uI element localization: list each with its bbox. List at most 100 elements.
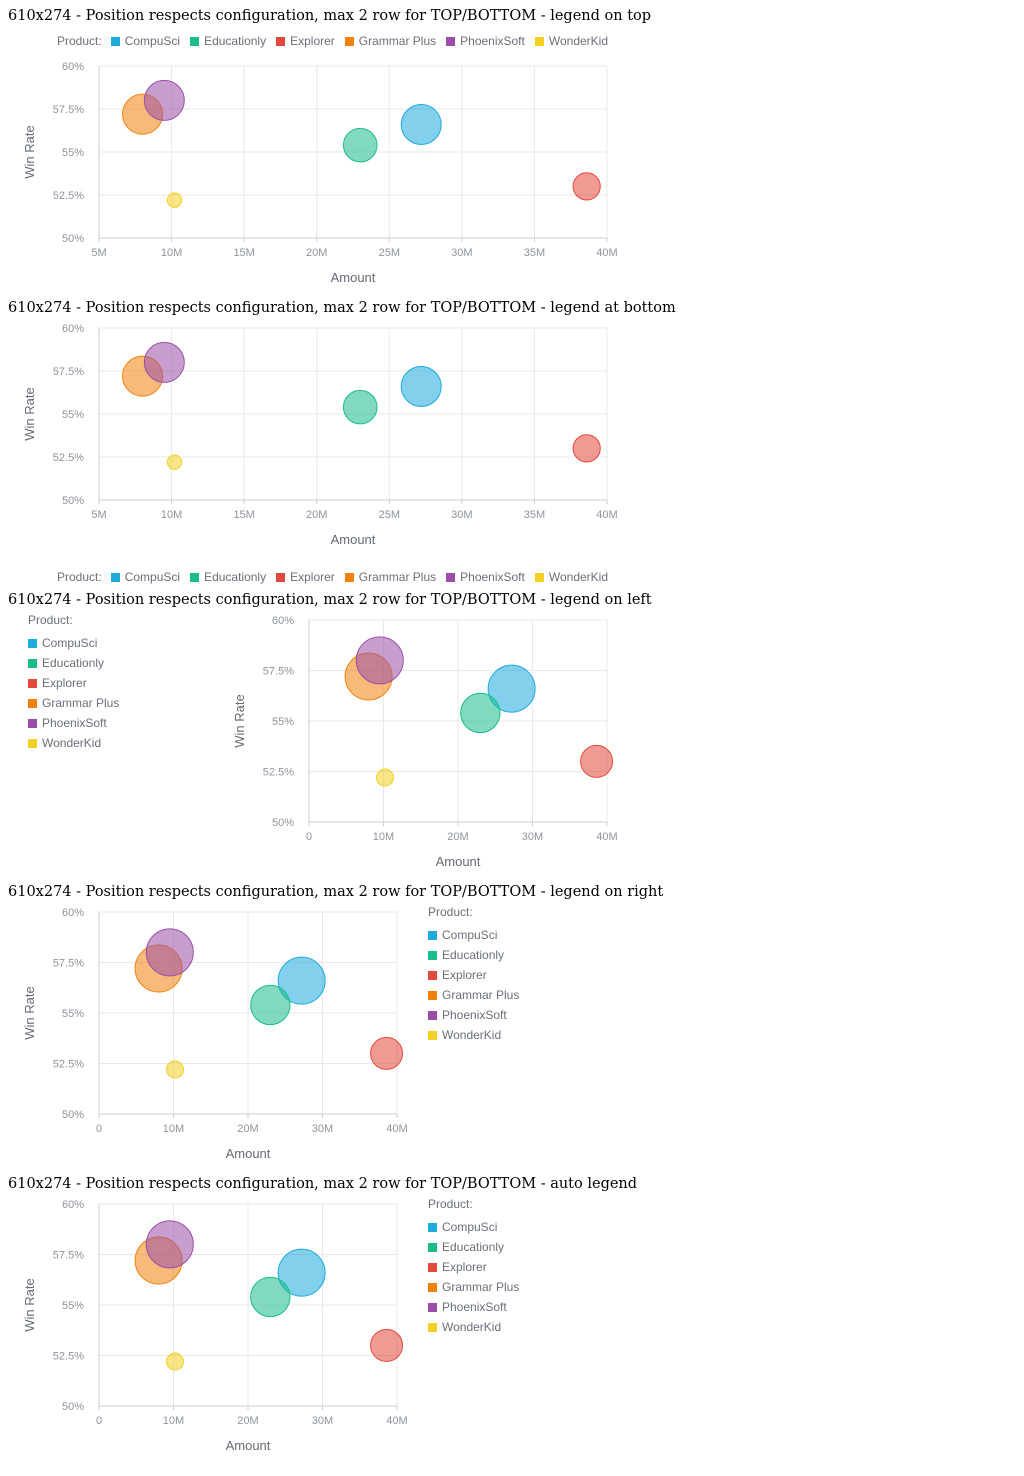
y-tick-label: 60% — [272, 615, 294, 627]
legend-swatch — [446, 572, 456, 582]
legend-item[interactable]: Explorer — [276, 570, 335, 584]
legend-label: Grammar Plus — [442, 988, 520, 1002]
section-title: 610x274 - Position respects configuratio… — [8, 8, 652, 24]
legend-swatch — [428, 970, 437, 980]
legend-item[interactable]: Educationly — [428, 945, 519, 965]
legend-swatch — [28, 638, 37, 648]
legend-swatch — [428, 1302, 437, 1312]
y-tick-label: 52.5% — [53, 190, 84, 202]
bubble-phoenixsoft[interactable] — [355, 636, 404, 685]
bubble-phoenixsoft[interactable] — [145, 928, 194, 977]
legend-item[interactable]: Explorer — [428, 1257, 519, 1277]
x-tick-label: 10M — [161, 247, 182, 259]
legend-item[interactable]: Educationly — [428, 1237, 519, 1257]
legend-item[interactable]: WonderKid — [534, 570, 609, 584]
legend-label: WonderKid — [548, 570, 609, 584]
legend-item[interactable]: Educationly — [190, 34, 266, 48]
bubble-phoenixsoft[interactable] — [145, 1220, 194, 1269]
legend-swatch — [534, 36, 544, 46]
bubble-explorer[interactable] — [370, 1036, 404, 1070]
bubble-wonderkid[interactable] — [166, 192, 183, 208]
legend-swatch — [110, 36, 120, 46]
legend-item[interactable]: PhoenixSoft — [446, 570, 525, 584]
legend-item[interactable]: PhoenixSoft — [428, 1005, 519, 1025]
y-tick-label: 52.5% — [53, 1351, 84, 1363]
legend-item[interactable]: Grammar Plus — [344, 34, 436, 48]
legend-label: Explorer — [290, 34, 335, 48]
legend-label: CompuSci — [124, 34, 181, 48]
legend-label: CompuSci — [124, 570, 181, 584]
y-tick-label: 50% — [62, 233, 84, 245]
x-tick-label: 20M — [306, 247, 327, 259]
x-tick-label: 30M — [451, 509, 472, 521]
legend-item[interactable]: Educationly — [190, 570, 266, 584]
legend-label: Explorer — [290, 570, 335, 584]
bubble-wonderkid[interactable] — [166, 454, 183, 470]
x-tick-label: 30M — [312, 1123, 333, 1135]
legend-label: Explorer — [42, 676, 87, 690]
x-tick-label: 40M — [596, 247, 617, 259]
legend-label: WonderKid — [442, 1028, 502, 1042]
y-tick-label: 57.5% — [263, 666, 294, 678]
bubble-educationly[interactable] — [342, 127, 378, 163]
x-axis-title: Amount — [331, 532, 376, 547]
legend-item[interactable]: Grammar Plus — [344, 570, 436, 584]
legend-swatch — [28, 678, 37, 688]
legend-item[interactable]: CompuSci — [110, 34, 181, 48]
legend-item[interactable]: Explorer — [28, 673, 119, 693]
x-tick-label: 40M — [596, 509, 617, 521]
legend-item[interactable]: CompuSci — [428, 925, 519, 945]
legend-item[interactable]: Grammar Plus — [28, 693, 119, 713]
x-tick-label: 40M — [386, 1415, 407, 1427]
legend-item[interactable]: WonderKid — [428, 1025, 519, 1045]
bubble-explorer[interactable] — [572, 172, 601, 201]
bubble-explorer[interactable] — [580, 744, 614, 778]
bubble-explorer[interactable] — [370, 1328, 404, 1362]
legend-item[interactable]: WonderKid — [28, 733, 119, 753]
bubble-compusci[interactable] — [400, 365, 442, 407]
bubble-compusci[interactable] — [277, 1248, 326, 1297]
legend-swatch — [428, 1030, 437, 1040]
bubble-educationly[interactable] — [342, 389, 378, 425]
legend-title: Product: — [28, 613, 73, 627]
bubble-wonderkid[interactable] — [375, 768, 394, 787]
legend-item[interactable]: Explorer — [276, 34, 335, 48]
legend-item[interactable]: CompuSci — [28, 633, 119, 653]
legend-swatch — [276, 36, 286, 46]
bubble-compusci[interactable] — [487, 664, 536, 713]
chart-legend: Product: CompuSci Educationly Explorer Gramm… — [28, 613, 119, 753]
legend-swatch — [534, 572, 544, 582]
bubble-phoenixsoft[interactable] — [143, 341, 185, 383]
bubble-educationly[interactable] — [250, 984, 291, 1026]
legend-item[interactable]: CompuSci — [428, 1217, 519, 1237]
legend-item[interactable]: PhoenixSoft — [446, 34, 525, 48]
legend-label: Explorer — [442, 1260, 487, 1274]
x-axis-title: Amount — [226, 1146, 271, 1161]
y-tick-label: 52.5% — [53, 452, 84, 464]
legend-item[interactable]: Grammar Plus — [428, 985, 519, 1005]
legend-item[interactable]: PhoenixSoft — [28, 713, 119, 733]
legend-item[interactable]: Explorer — [428, 965, 519, 985]
section-title: 610x274 - Position respects configuratio… — [8, 1176, 638, 1192]
bubble-compusci[interactable] — [277, 956, 326, 1005]
bubble-compusci[interactable] — [400, 103, 442, 145]
legend-item[interactable]: CompuSci — [110, 570, 181, 584]
section-title: 610x274 - Position respects configuratio… — [8, 592, 652, 608]
x-axis-title: Amount — [226, 1438, 271, 1453]
legend-item[interactable]: Educationly — [28, 653, 119, 673]
legend-item[interactable]: WonderKid — [428, 1317, 519, 1337]
legend-title: Product: — [428, 1197, 473, 1211]
legend-item[interactable]: PhoenixSoft — [428, 1297, 519, 1317]
bubble-phoenixsoft[interactable] — [143, 79, 185, 121]
bubble-wonderkid[interactable] — [165, 1352, 184, 1371]
legend-swatch — [428, 1322, 437, 1332]
bubble-educationly[interactable] — [250, 1276, 291, 1318]
bubble-wonderkid[interactable] — [165, 1060, 184, 1079]
y-axis-title: Win Rate — [22, 986, 37, 1039]
bubble-educationly[interactable] — [460, 692, 501, 734]
bubble-explorer[interactable] — [572, 434, 601, 463]
legend-swatch — [344, 572, 354, 582]
legend-item[interactable]: WonderKid — [534, 34, 608, 48]
legend-item[interactable]: Grammar Plus — [428, 1277, 519, 1297]
legend-label: Educationly — [204, 34, 267, 48]
